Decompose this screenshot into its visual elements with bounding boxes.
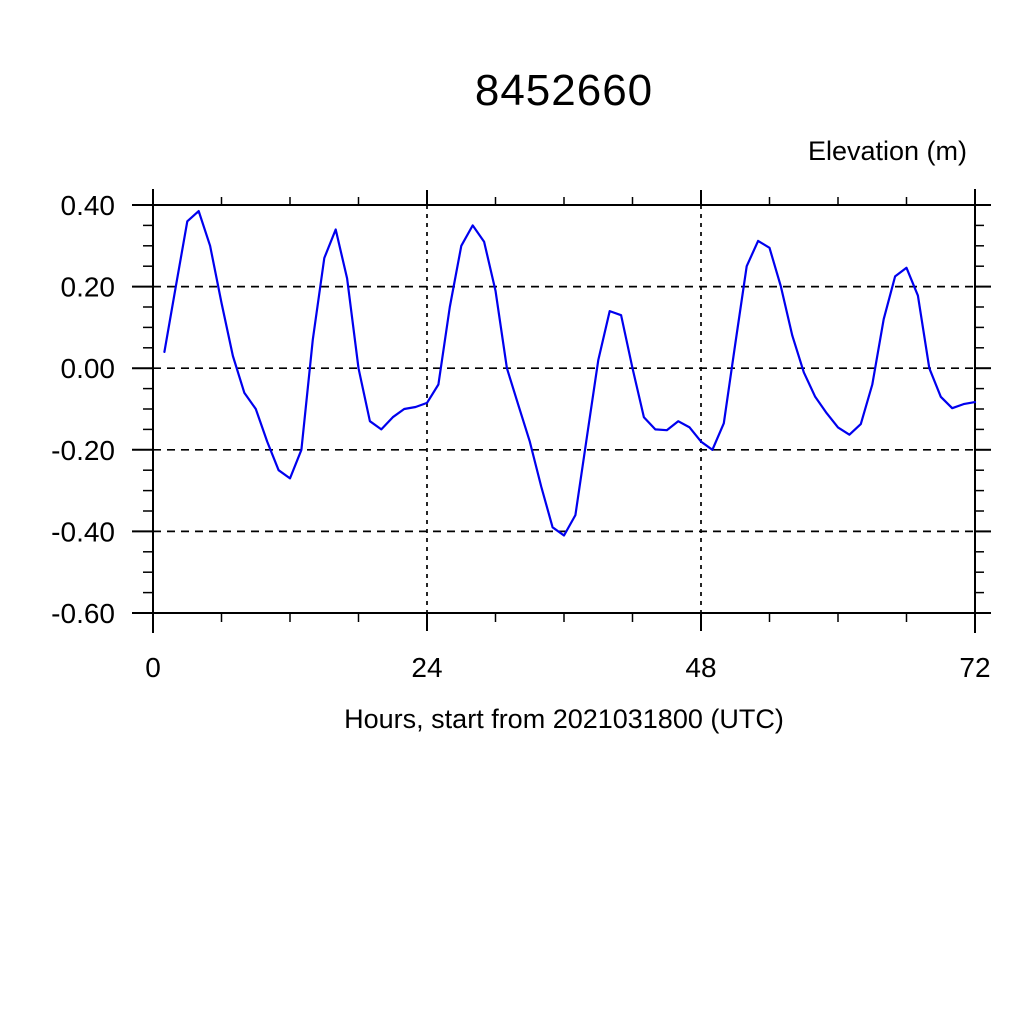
x-tick-label: 48: [685, 652, 716, 683]
x-ticks: [152, 190, 976, 631]
y-tick-label: -0.20: [51, 435, 115, 466]
axis-frame: [132, 189, 991, 633]
y-tick-label: -0.60: [51, 598, 115, 629]
x-tick-label: 72: [959, 652, 990, 683]
elevation-series-line: [163, 210, 977, 537]
chart-title: 8452660: [474, 66, 654, 115]
y-tick-label: 0.40: [61, 190, 116, 221]
y-ticks: [132, 204, 991, 614]
y-tick-label: -0.40: [51, 516, 115, 547]
x-tick-label: 24: [411, 652, 442, 683]
y-tick-label: 0.00: [61, 353, 116, 384]
y-tick-label: 0.20: [61, 272, 116, 303]
y-tick-labels: 0.40 0.20 0.00 -0.20 -0.40 -0.60: [51, 190, 115, 629]
x-axis-title: Hours, start from 2021031800 (UTC): [344, 704, 784, 734]
y-axis-title: Elevation (m): [807, 136, 967, 166]
gridlines: [153, 204, 975, 614]
x-tick-label: 0: [145, 652, 161, 683]
x-tick-labels: 0 24 48 72: [145, 652, 990, 683]
